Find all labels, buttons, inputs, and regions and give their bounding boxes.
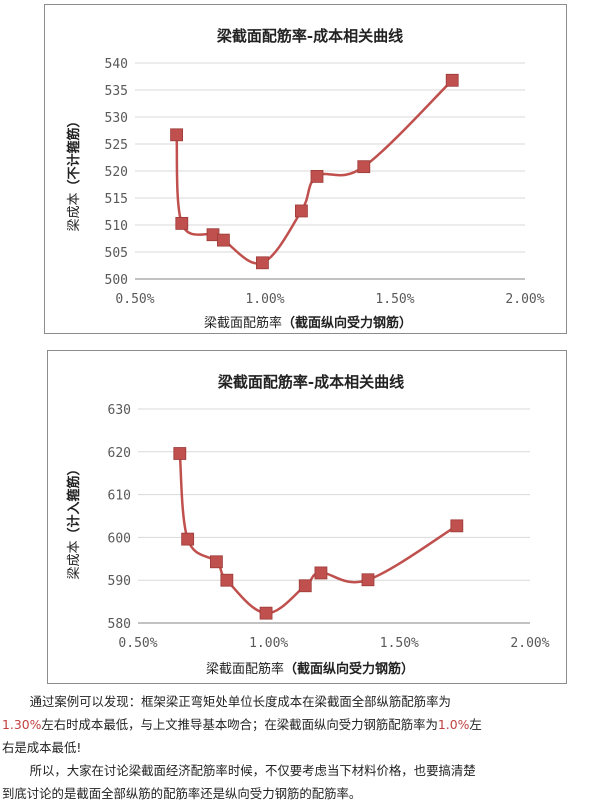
chart-2-x-ticks: 0.50% 1.00% 1.50% 2.00%	[118, 636, 549, 651]
chart-2-y-label-plain: 梁成本	[67, 541, 82, 580]
chart-1-x-tick-label: 1.00%	[245, 292, 284, 307]
chart-2-data-point	[314, 566, 328, 580]
chart-1-data-point	[170, 128, 183, 142]
chart-2-svg: 梁截面配筋率-成本相关曲线 580 590 600 610 620 630 0.50% 1.…	[66, 373, 550, 677]
chart-2-x-tick-label: 2.00%	[510, 636, 549, 651]
chart-2-markers	[173, 447, 464, 620]
chart-2-y-label: 梁成本（计入箍筋）	[66, 462, 82, 579]
chart-1-y-tick-label: 535	[105, 84, 128, 99]
chart-1-x-label-bold: （截面纵向受力钢筋）	[282, 315, 412, 331]
chart-1-x-label: 梁截面配筋率（截面纵向受力钢筋）	[204, 315, 412, 331]
chart-1-data-point	[294, 204, 308, 218]
chart-2-x-label-bold: （截面纵向受力钢筋）	[284, 661, 414, 677]
chart-2-data-point	[209, 555, 223, 569]
chart-2-x-label-plain: 梁截面配筋率	[206, 661, 284, 677]
chart-1-x-label-plain: 梁截面配筋率	[204, 315, 282, 331]
chart-1-y-tick-label: 515	[105, 192, 128, 207]
chart-2-y-tick-label: 580	[108, 617, 131, 632]
chart-2-data-point	[361, 573, 375, 587]
chart-2-y-tick-label: 590	[108, 574, 131, 589]
chart-1-data-point	[175, 216, 189, 230]
chart-2-data-point	[181, 532, 195, 546]
chart-2-title: 梁截面配筋率-成本相关曲线	[217, 373, 404, 391]
paragraph-text-2: 左右时成本最低，与上文推导基本吻合；在梁截面纵向受力钢筋配筋率为	[41, 717, 438, 732]
chart-2-data-point	[173, 447, 187, 460]
chart-1-y-label-plain: 梁成本	[67, 193, 82, 232]
chart-1-data-point	[216, 233, 230, 247]
paragraph-text-2-end: 左	[469, 717, 482, 732]
chart-1-data-point	[255, 256, 269, 270]
chart-1-y-tick-label: 540	[105, 57, 128, 72]
chart-1-x-ticks: 0.50% 1.00% 1.50% 2.00%	[115, 292, 544, 307]
chart-1-svg: 梁截面配筋率-成本相关曲线 500 505 510 515 520 525 530 535 54…	[66, 27, 545, 331]
chart-2-y-tick-label: 610	[108, 489, 131, 504]
paragraph-text-4: 所以，大家在讨论梁截面经济配筋率时候，不仅要考虑当下材料价格，也要搞清楚	[29, 763, 476, 778]
paragraph-text-1: 通过案例可以发现：框架梁正弯矩处单位长度成本在梁截面全部纵筋配筋率为	[29, 694, 451, 709]
chart-2-y-ticks: 580 590 600 610 620 630	[108, 403, 131, 632]
chart-1-y-label: 梁成本（不计箍筋）	[66, 114, 82, 231]
chart-2-x-tick-label: 1.00%	[249, 636, 288, 651]
body-paragraph: 通过案例可以发现：框架梁正弯矩处单位长度成本在梁截面全部纵筋配筋率为 1.30%…	[2, 690, 614, 805]
paragraph-line-1: 通过案例可以发现：框架梁正弯矩处单位长度成本在梁截面全部纵筋配筋率为	[2, 690, 614, 713]
chart-1-markers	[170, 73, 459, 270]
chart-1-y-tick-label: 530	[105, 111, 128, 126]
chart-1-data-point	[310, 169, 324, 183]
chart-1-x-tick-label: 2.00%	[505, 292, 544, 307]
chart-1-y-tick-label: 525	[105, 138, 128, 153]
chart-1-y-tick-label: 520	[105, 165, 128, 180]
chart-1-title: 梁截面配筋率-成本相关曲线	[216, 27, 403, 45]
chart-2-x-tick-label: 1.50%	[380, 636, 419, 651]
chart-2-grid	[138, 408, 530, 624]
chart-1-y-label-bold: （不计箍筋）	[66, 114, 82, 192]
chart-1-data-point	[357, 160, 371, 174]
chart-1-data-point	[445, 73, 459, 87]
chart-2-y-label-bold: （计入箍筋）	[66, 462, 82, 540]
chart-1-y-tick-label: 500	[105, 273, 128, 288]
paragraph-text-5: 到底讨论的是截面全部纵筋的配筋率还是纵向受力钢筋的配筋率。	[2, 786, 362, 801]
paragraph-text-3: 右是成本最低!	[2, 740, 82, 755]
paragraph-line-2: 1.30%左右时成本最低，与上文推导基本吻合；在梁截面纵向受力钢筋配筋率为1.0…	[2, 713, 614, 736]
paragraph-line-3: 右是成本最低!	[2, 736, 614, 759]
chart-2-data-point	[220, 573, 234, 587]
chart-1-x-tick-label: 0.50%	[115, 292, 154, 307]
chart-panel-2: 梁截面配筋率-成本相关曲线 580 590 600 610 620 630 0.50% 1.…	[47, 350, 567, 684]
chart-panel-1: 梁截面配筋率-成本相关曲线 500 505 510 515 520 525 530 535 54…	[44, 4, 567, 334]
chart-2-x-tick-label: 0.50%	[118, 636, 157, 651]
chart-1-y-tick-label: 505	[105, 246, 128, 261]
chart-2-y-tick-label: 620	[108, 446, 131, 461]
chart-2-data-point	[450, 519, 464, 533]
paragraph-line-5: 到底讨论的是截面全部纵筋的配筋率还是纵向受力钢筋的配筋率。	[2, 782, 614, 805]
chart-2-data-point	[259, 606, 273, 620]
paragraph-line-4: 所以，大家在讨论梁截面经济配筋率时候，不仅要考虑当下材料价格，也要搞清楚	[2, 759, 614, 782]
highlight-value-2: 1.0%	[437, 717, 470, 732]
chart-1-y-ticks: 500 505 510 515 520 525 530 535 540	[105, 57, 128, 288]
chart-2-series-line	[178, 453, 458, 615]
chart-1-grid	[135, 62, 525, 280]
chart-2-y-tick-label: 600	[108, 531, 131, 546]
chart-2-x-label: 梁截面配筋率（截面纵向受力钢筋）	[206, 661, 414, 677]
chart-2-data-point	[298, 579, 312, 593]
chart-1-y-tick-label: 510	[105, 219, 128, 234]
highlight-value-1: 1.30%	[2, 717, 42, 732]
chart-1-x-tick-label: 1.50%	[375, 292, 414, 307]
chart-2-y-tick-label: 630	[108, 403, 131, 418]
